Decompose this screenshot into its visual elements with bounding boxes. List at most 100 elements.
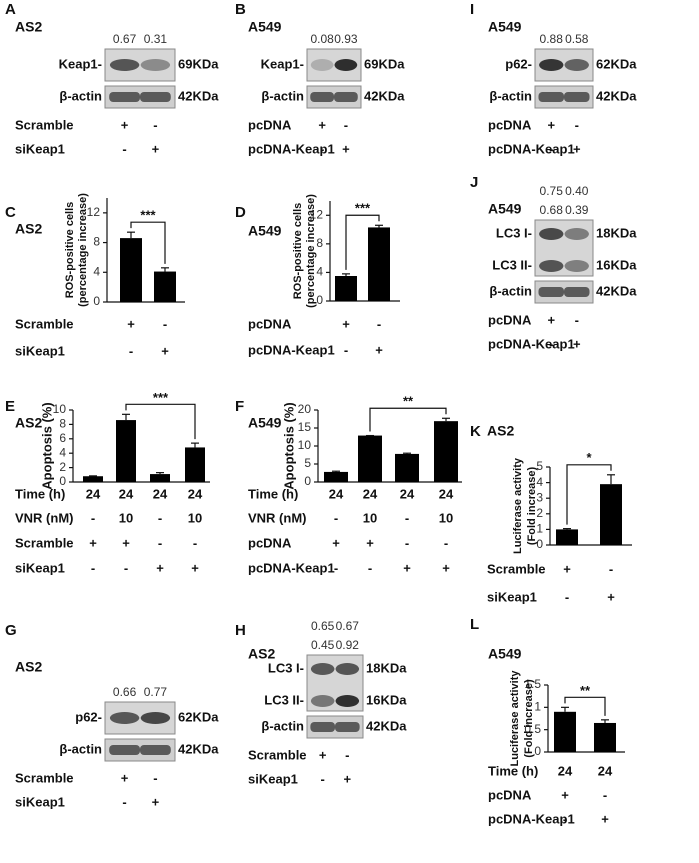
band-size: 69KDa bbox=[178, 56, 219, 71]
condition-mark: - bbox=[565, 589, 569, 604]
bar bbox=[154, 271, 176, 302]
cell-line: A549 bbox=[488, 646, 522, 662]
condition-mark: - bbox=[575, 312, 579, 327]
significance-label: ** bbox=[580, 683, 591, 698]
y-tick-label: 1.5 bbox=[524, 677, 541, 691]
band-label: LC3 I- bbox=[496, 225, 532, 240]
band-size: 42KDa bbox=[596, 283, 637, 298]
band-label: β-actin bbox=[489, 88, 532, 103]
panel-letter: K bbox=[470, 423, 481, 440]
cell-line: A549 bbox=[248, 19, 282, 35]
condition-mark: 24 bbox=[400, 486, 415, 501]
loading-band bbox=[538, 287, 564, 297]
condition-mark: - bbox=[122, 141, 126, 156]
condition-mark: - bbox=[368, 560, 372, 575]
y-tick-label: 1 bbox=[536, 522, 543, 536]
condition-mark: 24 bbox=[188, 486, 203, 501]
band bbox=[310, 59, 334, 71]
panel-letter: F bbox=[235, 398, 244, 415]
condition-mark: - bbox=[345, 747, 349, 762]
bar bbox=[116, 420, 136, 482]
y-tick-label: 8 bbox=[59, 417, 66, 431]
condition-mark: + bbox=[344, 771, 352, 786]
condition-label: pcDNA bbox=[248, 535, 292, 550]
band-label: Keap1- bbox=[261, 56, 304, 71]
condition-mark: + bbox=[156, 560, 164, 575]
band-size: 62KDa bbox=[178, 709, 219, 724]
condition-mark: + bbox=[191, 560, 199, 575]
y-tick-label: 2 bbox=[59, 460, 66, 474]
y-tick-label: 20 bbox=[298, 402, 312, 416]
y-tick-label: 0 bbox=[536, 537, 543, 551]
band-size: 42KDa bbox=[178, 741, 219, 756]
y-tick-label: 2 bbox=[536, 506, 543, 520]
condition-mark: - bbox=[603, 787, 607, 802]
condition-mark: + bbox=[332, 535, 340, 550]
band bbox=[564, 260, 589, 272]
condition-label: pcDNA bbox=[488, 312, 532, 327]
condition-mark: - bbox=[153, 117, 157, 132]
bar bbox=[600, 484, 622, 545]
band-size: 69KDa bbox=[364, 56, 405, 71]
condition-label: Time (h) bbox=[488, 763, 538, 778]
condition-mark: - bbox=[122, 794, 126, 809]
condition-mark: - bbox=[91, 560, 95, 575]
condition-mark: 24 bbox=[558, 763, 573, 778]
condition-mark: + bbox=[442, 560, 450, 575]
condition-mark: - bbox=[129, 343, 133, 358]
condition-mark: + bbox=[122, 535, 130, 550]
condition-mark: + bbox=[319, 747, 327, 762]
y-tick-label: 3 bbox=[536, 490, 543, 504]
y-axis-label: (Fold increase) bbox=[523, 679, 535, 758]
loading-band bbox=[334, 92, 358, 102]
band-label: β-actin bbox=[489, 283, 532, 298]
condition-mark: + bbox=[563, 561, 571, 576]
band bbox=[539, 228, 564, 240]
bar bbox=[594, 722, 616, 752]
cell-line: A549 bbox=[488, 201, 522, 217]
significance-label: * bbox=[586, 450, 592, 465]
condition-label: siKeap1 bbox=[15, 560, 65, 575]
density-value: 0.67 bbox=[113, 32, 137, 46]
band-label: LC3 II- bbox=[492, 257, 532, 272]
y-axis-label: ROS-positive cells bbox=[64, 202, 76, 299]
condition-mark: 24 bbox=[329, 486, 344, 501]
condition-mark: + bbox=[607, 589, 615, 604]
band-size: 42KDa bbox=[596, 88, 637, 103]
condition-mark: - bbox=[158, 510, 162, 525]
density-value: 0.65 bbox=[311, 619, 335, 633]
condition-mark: + bbox=[547, 117, 555, 132]
cell-line: AS2 bbox=[487, 423, 514, 439]
band-size: 18KDa bbox=[596, 225, 637, 240]
condition-mark: + bbox=[152, 141, 160, 156]
y-tick-label: 0.5 bbox=[524, 722, 541, 736]
condition-label: pcDNA-Keap1 bbox=[248, 141, 335, 156]
y-tick-label: 10 bbox=[298, 438, 312, 452]
density-value: 0.39 bbox=[565, 203, 589, 217]
condition-mark: - bbox=[321, 771, 325, 786]
loading-band bbox=[538, 92, 564, 102]
condition-mark: + bbox=[342, 316, 350, 331]
density-value: 0.58 bbox=[565, 32, 589, 46]
density-value: 0.77 bbox=[144, 685, 168, 699]
condition-label: Time (h) bbox=[15, 486, 65, 501]
density-value: 0.93 bbox=[334, 32, 358, 46]
y-tick-label: 4 bbox=[59, 445, 66, 459]
bar bbox=[185, 447, 205, 482]
condition-mark: - bbox=[563, 811, 567, 826]
bar bbox=[358, 435, 382, 482]
condition-mark: 24 bbox=[153, 486, 168, 501]
density-value: 0.66 bbox=[113, 685, 137, 699]
condition-mark: + bbox=[161, 343, 169, 358]
condition-mark: + bbox=[89, 535, 97, 550]
y-axis-label: Apoptosis (%) bbox=[39, 402, 54, 489]
band-label: β-actin bbox=[59, 88, 102, 103]
condition-mark: - bbox=[91, 510, 95, 525]
y-tick-label: 0 bbox=[316, 293, 323, 307]
cell-line: AS2 bbox=[15, 19, 42, 35]
y-tick-label: 4 bbox=[93, 264, 100, 278]
band bbox=[564, 59, 589, 71]
condition-mark: + bbox=[366, 535, 374, 550]
y-tick-label: 8 bbox=[93, 235, 100, 249]
